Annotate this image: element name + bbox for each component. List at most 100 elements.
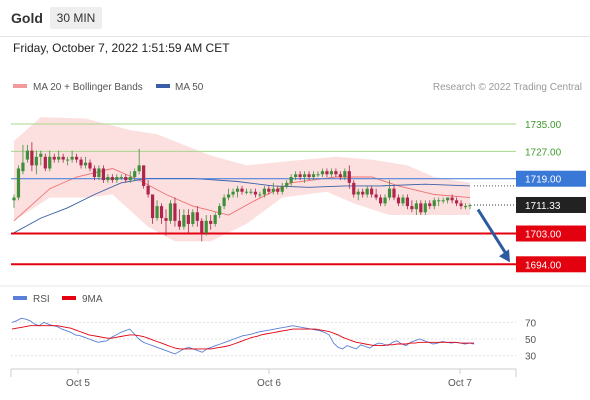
bearish-candle — [347, 171, 351, 183]
bullish-candle — [365, 188, 369, 195]
ma50-legend-swatch — [156, 84, 170, 88]
bearish-candle — [374, 194, 378, 198]
bullish-candle — [168, 203, 173, 221]
rsi-tick-label: 70 — [525, 318, 537, 329]
watermark: Research © 2022 Trading Central — [433, 82, 582, 93]
bullish-candle — [289, 177, 293, 183]
resistance-label: 1735.00 — [525, 120, 562, 131]
bullish-candle — [137, 165, 141, 172]
bullish-candle — [446, 197, 450, 201]
bullish-candle — [66, 159, 70, 161]
ma50-line — [13, 177, 471, 234]
bearish-candle — [61, 156, 65, 160]
bullish-candle — [387, 188, 392, 198]
bearish-candle — [361, 191, 365, 195]
bearish-candle — [298, 174, 302, 178]
bearish-candle — [186, 215, 190, 224]
bullish-candle — [235, 188, 240, 192]
last-price-box — [516, 196, 586, 213]
bearish-candle — [405, 197, 410, 207]
bearish-candle — [164, 218, 168, 221]
bullish-candle — [231, 191, 235, 195]
bullish-candle — [16, 168, 21, 198]
bullish-candle — [432, 200, 436, 207]
bearish-candle — [173, 203, 177, 221]
bearish-candle — [43, 156, 47, 169]
bullish-candle — [226, 194, 231, 198]
bullish-candle — [128, 177, 132, 181]
rsi-line — [11, 317, 475, 355]
bullish-candle — [437, 200, 441, 202]
bearish-candle — [276, 188, 280, 192]
support-label: 1703.00 — [525, 230, 562, 241]
bullish-candle — [441, 200, 445, 202]
bearish-candle — [428, 203, 432, 207]
bearish-candle — [450, 197, 454, 201]
bearish-candle — [253, 191, 258, 195]
x-axis-tick-label: Oct 6 — [257, 378, 281, 389]
bullish-candle — [271, 188, 275, 192]
bullish-candle — [280, 185, 284, 192]
bullish-candle — [244, 191, 249, 193]
bearish-candle — [352, 182, 356, 195]
x-axis-tick-label: Oct 7 — [448, 378, 472, 389]
asset-name: Gold — [11, 10, 43, 26]
bullish-candle — [316, 174, 320, 176]
bearish-candle — [200, 220, 204, 233]
bearish-candle — [307, 174, 311, 178]
pivot-label-box — [516, 170, 586, 187]
bullish-candle — [133, 171, 137, 178]
bullish-candle — [249, 191, 253, 193]
bullish-candle — [39, 153, 43, 157]
last-price-label: 1711.33 — [525, 201, 561, 212]
bearish-candle — [410, 206, 414, 210]
bullish-candle — [48, 156, 52, 169]
bullish-candle — [320, 171, 325, 175]
header-bar: Gold 30 MIN — [0, 0, 590, 37]
bearish-candle — [74, 156, 79, 160]
bullish-candle — [329, 171, 334, 175]
bullish-candle — [258, 194, 262, 196]
bullish-candle — [463, 206, 468, 208]
bullish-candle — [414, 203, 418, 210]
bullish-candle — [383, 197, 387, 204]
timestamp: Friday, October 7, 2022 1:51:59 AM CET — [13, 41, 230, 55]
bearish-candle — [92, 168, 97, 178]
bearish-candle — [150, 194, 155, 219]
bullish-candle — [34, 156, 38, 166]
bullish-candle — [204, 220, 208, 233]
bullish-candle — [285, 182, 289, 186]
bullish-candle — [21, 162, 25, 172]
bullish-candle — [222, 197, 226, 207]
resistance-label: 1727.00 — [525, 147, 562, 158]
rsi-tick-label: 30 — [525, 352, 537, 363]
rsi-ma-line — [11, 325, 474, 350]
support-label-box — [516, 225, 586, 242]
bullish-candle — [83, 162, 88, 166]
x-axis-tick-label: Oct 5 — [66, 378, 90, 389]
bearish-candle — [334, 171, 338, 175]
bullish-candle — [356, 191, 360, 195]
bullish-candle — [213, 215, 217, 224]
timeframe-button[interactable]: 30 MIN — [50, 7, 102, 29]
bearish-candle — [240, 188, 244, 192]
bullish-candle — [25, 150, 30, 160]
bullish-candle — [182, 215, 186, 227]
pivot-label: 1719.00 — [525, 175, 562, 186]
bearish-candle — [159, 206, 164, 219]
bearish-candle — [52, 156, 56, 160]
bearish-candle — [370, 188, 374, 195]
forecast-arrow-head — [499, 249, 510, 263]
forecast-arrow-shaft — [476, 208, 509, 257]
bullish-candle — [106, 177, 110, 181]
support-label-box — [516, 256, 586, 273]
bearish-candle — [419, 203, 423, 213]
support-label: 1694.00 — [525, 260, 562, 271]
bullish-candle — [155, 206, 159, 219]
bullish-candle — [119, 177, 123, 179]
rsi-legend-swatch — [13, 296, 27, 300]
bullish-candle — [70, 156, 74, 160]
bearish-candle — [454, 200, 459, 204]
rsi-ma-legend-label: 9MA — [82, 294, 103, 305]
